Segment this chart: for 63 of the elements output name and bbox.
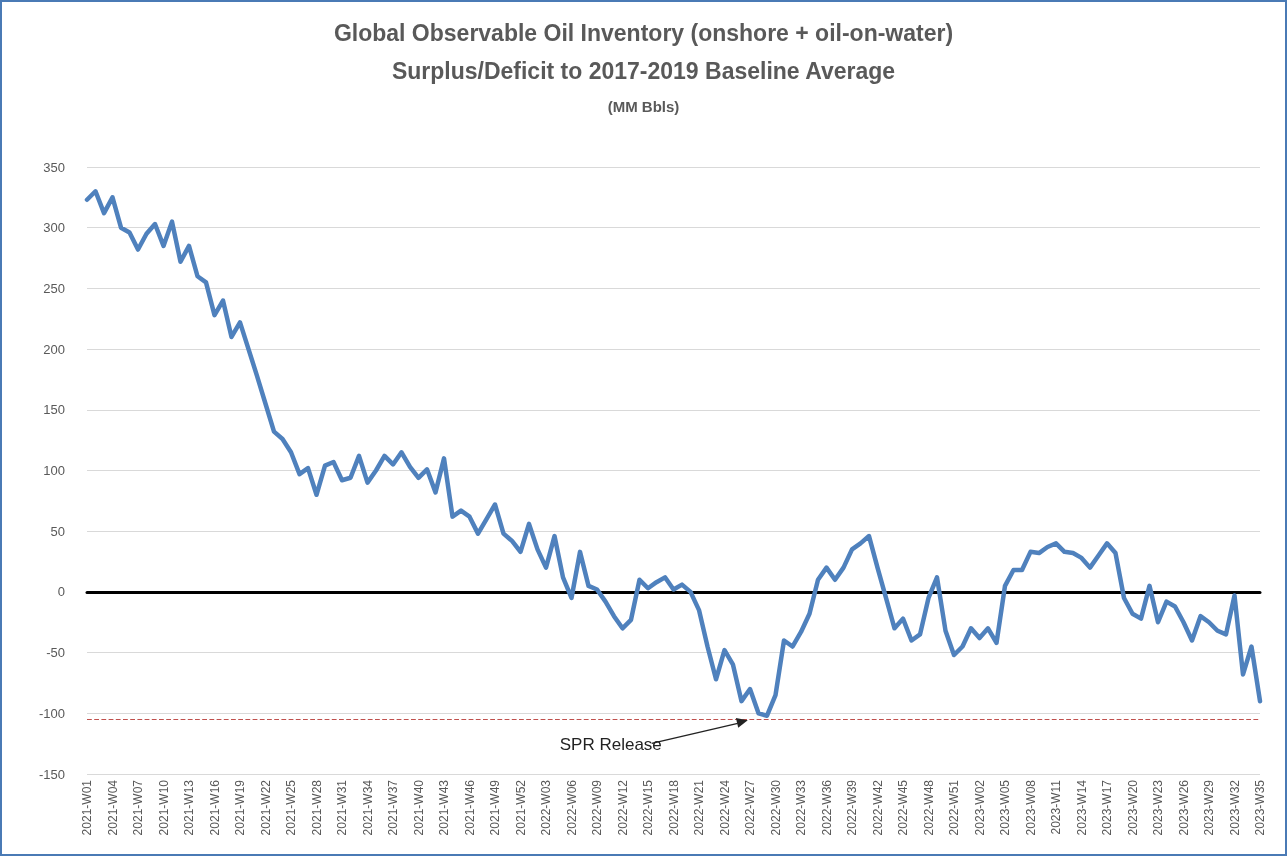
x-tick-label: 2023-W20 [1125, 779, 1140, 836]
x-tick-label: 2023-W05 [998, 779, 1012, 836]
y-tick-label: 150 [43, 402, 65, 418]
x-tick-label: 2022-W51 [947, 779, 961, 836]
x-tick-label: 2021-W40 [411, 779, 426, 836]
x-tick-label: 2023-W11 [1049, 779, 1063, 835]
x-tick-label: 2022-W12 [615, 779, 630, 836]
y-tick-label: -100 [38, 705, 65, 721]
x-tick-label: 2021-W25 [284, 779, 298, 836]
x-tick-label: 2021-W19 [233, 779, 247, 836]
x-tick-label: 2023-W02 [972, 779, 987, 836]
x-tick-label: 2023-W26 [1176, 779, 1191, 836]
x-tick-label: 2023-W35 [1253, 779, 1267, 836]
y-tick-label: 50 [50, 523, 65, 539]
line-series [84, 189, 1263, 718]
x-tick-label: 2023-W14 [1074, 779, 1089, 836]
x-tick-label: 2021-W31 [335, 779, 349, 836]
ref-line-label: SPR Release [559, 735, 662, 755]
x-tick-label: 2021-W01 [80, 779, 94, 836]
x-tick-label: 2022-W36 [819, 779, 834, 836]
y-tick-label: -50 [46, 645, 65, 661]
x-tick-label: 2022-W18 [666, 779, 681, 836]
x-tick-label: 2021-W34 [360, 779, 375, 836]
x-tick-label: 2021-W16 [207, 779, 222, 836]
x-tick-label: 2023-W17 [1100, 779, 1114, 836]
x-tick-label: 2021-W37 [386, 779, 400, 836]
x-tick-label: 2021-W28 [309, 779, 324, 836]
x-tick-label: 2021-W52 [513, 779, 528, 836]
x-tick-label: 2022-W21 [692, 779, 706, 836]
y-tick-label: 350 [43, 159, 65, 175]
x-tick-label: 2021-W13 [182, 779, 196, 836]
x-tick-label: 2022-W48 [921, 779, 936, 836]
x-tick-label: 2021-W07 [131, 779, 145, 836]
x-tick-label: 2022-W33 [794, 779, 808, 836]
x-tick-label: 2021-W04 [105, 779, 120, 836]
x-tick-label: 2022-W09 [590, 779, 604, 836]
text: (MM Bbls) [607, 98, 680, 115]
x-tick-label: 2023-W29 [1202, 779, 1216, 836]
x-tick-label: 2022-W45 [896, 779, 910, 836]
x-tick-label: 2022-W24 [717, 779, 732, 836]
x-tick-label: 2021-W22 [258, 779, 273, 836]
y-tick-label: 0 [57, 584, 65, 600]
y-tick-label: 200 [43, 341, 65, 357]
x-tick-label: 2022-W42 [870, 779, 885, 836]
x-tick-label: 2021-W46 [462, 779, 477, 836]
x-tick-label: 2022-W30 [768, 779, 783, 836]
x-tick-label: 2023-W08 [1023, 779, 1038, 836]
x-tick-label: 2022-W06 [564, 779, 579, 836]
y-tick-label: 250 [43, 280, 65, 296]
x-tick-label: 2022-W03 [539, 779, 553, 836]
x-tick-label: 2022-W27 [743, 779, 757, 836]
y-tick-label: 100 [43, 463, 65, 478]
x-tick-label: 2023-W32 [1227, 779, 1242, 836]
chart-subtitle: Surplus/Deficit to 2017-2019 Baseline Average [391, 57, 896, 84]
x-tick-label: 2022-W39 [845, 779, 859, 836]
y-tick-label: 300 [43, 220, 65, 236]
x-tick-label: 2023-W23 [1151, 779, 1165, 836]
x-tick-label: 2022-W15 [641, 779, 655, 836]
chart-title: Global Observable Oil Inventory (onshore + oil-on-water) [333, 19, 954, 46]
x-tick-label: 2021-W43 [437, 779, 451, 836]
x-tick-label: 2021-W10 [156, 779, 171, 836]
x-tick-label: 2021-W49 [488, 779, 502, 836]
y-tick-label: -150 [38, 766, 65, 782]
